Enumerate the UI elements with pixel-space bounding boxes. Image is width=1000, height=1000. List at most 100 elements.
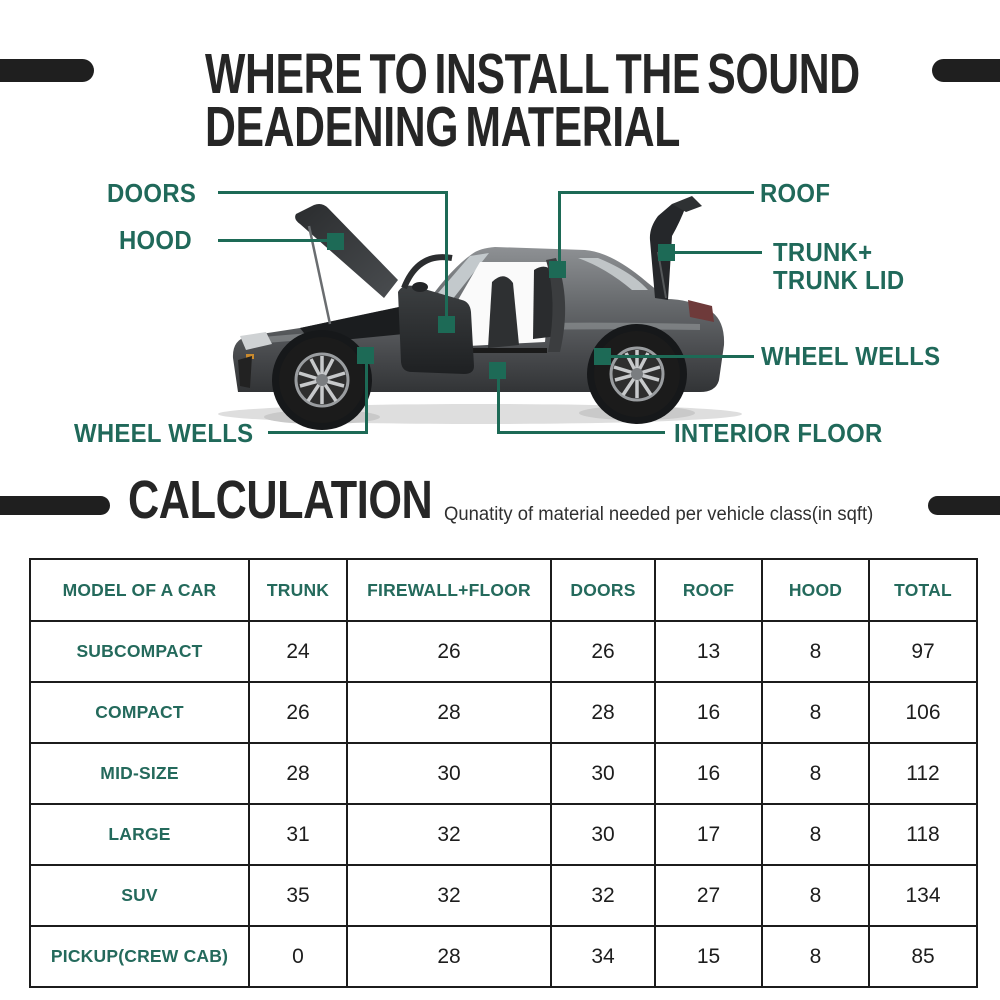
hood-marker — [327, 233, 344, 250]
table-row: LARGE 31 32 30 17 8 118 — [29, 803, 978, 866]
rear-wheel-arch — [587, 324, 687, 424]
cell-firewall-floor: 32 — [346, 864, 552, 927]
table-row: MID-SIZE 28 30 30 16 8 112 — [29, 742, 978, 805]
door-sill — [455, 348, 547, 353]
table-row: SUV 35 32 32 27 8 134 — [29, 864, 978, 927]
column-header-trunk: TRUNK — [248, 558, 348, 622]
label-doors: DOORS — [107, 178, 197, 208]
cell-model: LARGE — [29, 803, 250, 866]
roof-line-v — [558, 191, 561, 265]
column-header-doors: DOORS — [550, 558, 656, 622]
trunk-lid-tip — [672, 196, 702, 212]
side-mirror — [412, 282, 428, 292]
cell-trunk: 31 — [248, 803, 348, 866]
doors-line-h — [218, 191, 448, 194]
wheel-wells-left-line-h — [268, 431, 368, 434]
doors-marker — [438, 316, 455, 333]
front-wheel-arch — [272, 330, 372, 430]
page-title-line1: WHERE TO INSTALL THE SOUND — [205, 42, 860, 106]
interior-floor-line-v — [497, 377, 500, 434]
interior-floor-line-h — [497, 431, 665, 434]
calc-right-bar — [928, 496, 1000, 515]
cell-total: 97 — [868, 620, 978, 683]
calculation-subtitle: Qunatity of material needed per vehicle … — [444, 504, 874, 525]
wheel-wells-left-line-v — [365, 362, 368, 434]
headlight — [240, 332, 272, 350]
calculation-heading: CALCULATION — [128, 470, 433, 530]
calc-left-bar — [0, 496, 110, 515]
cabin-opening — [458, 262, 552, 346]
car-shadow — [218, 404, 742, 424]
cell-model: SUBCOMPACT — [29, 620, 250, 683]
label-trunk: TRUNK+ TRUNK LID — [773, 238, 904, 294]
page-title-line2: DEADENING MATERIAL — [205, 95, 681, 159]
table-row: PICKUP(CREW CAB) 0 28 34 15 8 85 — [29, 925, 978, 988]
front-wheel-shadow — [264, 410, 380, 424]
cell-firewall-floor: 30 — [346, 742, 552, 805]
cell-model: COMPACT — [29, 681, 250, 744]
cell-trunk: 0 — [248, 925, 348, 988]
cell-roof: 15 — [654, 925, 763, 988]
material-table: MODEL OF A CAR TRUNK FIREWALL+FLOOR DOOR… — [29, 558, 978, 988]
taillight — [688, 300, 714, 322]
cell-firewall-floor: 28 — [346, 681, 552, 744]
cell-model: PICKUP(CREW CAB) — [29, 925, 250, 988]
label-trunk-line2: TRUNK LID — [773, 265, 905, 295]
trunk-marker — [658, 244, 675, 261]
column-header-firewall-floor: FIREWALL+FLOOR — [346, 558, 552, 622]
cell-hood: 8 — [761, 925, 870, 988]
front-wheel — [279, 337, 365, 423]
label-wheel-wells-right: WHEEL WELLS — [761, 341, 941, 371]
windshield — [432, 253, 489, 300]
roof-marker — [549, 261, 566, 278]
wheel-wells-right-line — [608, 355, 754, 358]
roof-line-h — [558, 191, 754, 194]
open-hood — [295, 204, 398, 298]
front-bumper-vent — [238, 356, 252, 388]
cell-roof: 17 — [654, 803, 763, 866]
body-highlight — [252, 322, 700, 344]
column-header-roof: ROOF — [654, 558, 763, 622]
cell-firewall-floor: 32 — [346, 803, 552, 866]
cell-model: SUV — [29, 864, 250, 927]
car-body — [232, 247, 725, 392]
cell-hood: 8 — [761, 620, 870, 683]
cell-hood: 8 — [761, 742, 870, 805]
label-hood: HOOD — [119, 225, 192, 255]
table-row: COMPACT 26 28 28 16 8 106 — [29, 681, 978, 744]
cell-total: 106 — [868, 681, 978, 744]
cell-hood: 8 — [761, 864, 870, 927]
cell-total: 112 — [868, 742, 978, 805]
cell-doors: 30 — [550, 742, 656, 805]
cell-trunk: 28 — [248, 742, 348, 805]
wheel-wells-right-marker — [594, 348, 611, 365]
label-roof: ROOF — [760, 178, 831, 208]
cell-roof: 16 — [654, 742, 763, 805]
label-wheel-wells-left: WHEEL WELLS — [74, 418, 254, 448]
hood-line — [218, 239, 332, 242]
top-left-bar — [0, 59, 94, 82]
cell-roof: 27 — [654, 864, 763, 927]
label-trunk-line1: TRUNK+ — [773, 237, 873, 267]
column-header-model: MODEL OF A CAR — [29, 558, 250, 622]
cell-doors: 32 — [550, 864, 656, 927]
open-door — [398, 285, 474, 374]
rear-wheel — [594, 331, 680, 417]
cell-doors: 30 — [550, 803, 656, 866]
cell-trunk: 35 — [248, 864, 348, 927]
table-header-row: MODEL OF A CAR TRUNK FIREWALL+FLOOR DOOR… — [29, 558, 978, 622]
table-row: SUBCOMPACT 24 26 26 13 8 97 — [29, 620, 978, 683]
column-header-total: TOTAL — [868, 558, 978, 622]
cell-firewall-floor: 26 — [346, 620, 552, 683]
cell-doors: 34 — [550, 925, 656, 988]
column-header-hood: HOOD — [761, 558, 870, 622]
cell-total: 85 — [868, 925, 978, 988]
cell-roof: 13 — [654, 620, 763, 683]
cell-doors: 28 — [550, 681, 656, 744]
wheel-wells-left-marker — [357, 347, 374, 364]
cell-hood: 8 — [761, 803, 870, 866]
cell-model: MID-SIZE — [29, 742, 250, 805]
trunk-line — [672, 251, 762, 254]
cell-trunk: 24 — [248, 620, 348, 683]
